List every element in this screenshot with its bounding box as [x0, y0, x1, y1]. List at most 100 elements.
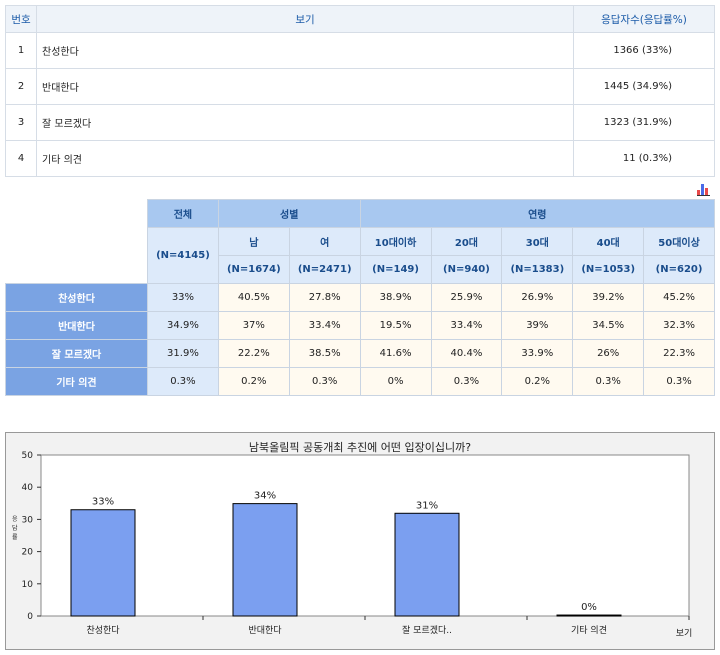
cell-value: 26.9% [501, 283, 574, 312]
x-tick-label: 잘 모르겠다.. [402, 624, 452, 636]
cell-value: 0% [359, 367, 432, 396]
header-age: 연령 [359, 199, 716, 228]
table-row: 2 반대한다 1445 (34.9%) [5, 68, 715, 105]
bar [394, 512, 460, 617]
header-gender: 성별 [217, 199, 361, 228]
row-option: 찬성한다 [36, 32, 574, 69]
cell-value: 22.2% [217, 339, 290, 368]
cell-value: 31.9% [147, 339, 219, 368]
cell-value: 0.3% [572, 367, 645, 396]
cell-value: 38.5% [288, 339, 361, 368]
cell-value: 33% [147, 283, 219, 312]
gender-label: 여 [288, 227, 361, 256]
bar [70, 509, 136, 617]
answer-table-header: 번호 보기 응답자수(응답률%) [5, 5, 715, 33]
y-tick-label: 40 [22, 483, 34, 493]
bar [232, 503, 298, 617]
age-label: 20대 [430, 227, 503, 256]
cell-value: 34.9% [147, 311, 219, 340]
x-tick-label: 기타 의견 [571, 624, 607, 636]
bar-chart-panel: 남북올림픽 공동개최 추진에 어떤 입장이십니까? 0 10 20 30 40 50 응 답 률… [5, 432, 715, 650]
header-option: 보기 [36, 5, 574, 33]
cell-value: 25.9% [430, 283, 503, 312]
header-no: 번호 [5, 5, 37, 33]
crosstab-row: 반대한다 34.9% 37% 33.4% 19.5% 33.4% 39% 34.… [5, 311, 715, 340]
cell-value: 33.4% [430, 311, 503, 340]
row-option: 기타 의견 [36, 140, 574, 177]
y-tick-label: 50 [22, 451, 34, 461]
age-label: 10대이하 [359, 227, 432, 256]
row-no: 4 [5, 140, 37, 177]
cell-value: 40.4% [430, 339, 503, 368]
row-no: 1 [5, 32, 37, 69]
cell-value: 27.8% [288, 283, 361, 312]
table-row: 3 잘 모르겠다 1323 (31.9%) [5, 104, 715, 141]
row-no: 2 [5, 68, 37, 105]
row-label: 기타 의견 [5, 367, 148, 396]
row-responses: 1323 (31.9%) [573, 104, 715, 141]
chart-title: 남북올림픽 공동개최 추진에 어떤 입장이십니까? [248, 441, 472, 454]
crosstab-row: 잘 모르겠다 31.9% 22.2% 38.5% 41.6% 40.4% 33.… [5, 339, 715, 368]
cell-value: 34.5% [572, 311, 645, 340]
row-responses: 1445 (34.9%) [573, 68, 715, 105]
gender-n: (N=2471) [288, 255, 361, 284]
y-tick-label: 30 [22, 515, 34, 525]
row-label: 찬성한다 [5, 283, 148, 312]
cell-value: 40.5% [217, 283, 290, 312]
bar-chart: 0 10 20 30 40 50 응답률 33% 찬성한다 34% 반대한다 31% 잘 모르겠다.. 0… [12, 451, 693, 639]
cell-value: 37% [217, 311, 290, 340]
y-axis-label-char: 응 [12, 516, 18, 523]
bar-value-label: 0% [581, 602, 597, 613]
crosstab-corner [5, 199, 148, 284]
table-row: 1 찬성한다 1366 (33%) [5, 32, 715, 69]
y-axis-label-char: 률 [12, 534, 18, 541]
age-label: 40대 [572, 227, 645, 256]
total-n: (N=4145) [147, 227, 219, 284]
cell-value: 38.9% [359, 283, 432, 312]
bar-chart-icon[interactable] [697, 184, 711, 196]
cell-value: 0.2% [501, 367, 574, 396]
cell-value: 45.2% [643, 283, 715, 312]
bar-value-label: 33% [92, 497, 114, 508]
header-total: 전체 [147, 199, 219, 228]
bar-value-label: 34% [254, 491, 276, 502]
crosstab-table: 전체 성별 연령 (N=4145) 남 여 10대이하 20대 30대 40대 … [5, 199, 716, 396]
cell-value: 22.3% [643, 339, 715, 368]
x-tick-label: 찬성한다 [86, 625, 120, 636]
gender-n: (N=1674) [217, 255, 290, 284]
cell-value: 19.5% [359, 311, 432, 340]
bar-value-label: 31% [416, 500, 438, 511]
row-label: 반대한다 [5, 311, 148, 340]
age-n: (N=940) [430, 255, 503, 284]
cell-value: 0.3% [147, 367, 219, 396]
age-n: (N=620) [643, 255, 715, 284]
cell-value: 0.3% [288, 367, 361, 396]
cell-value: 26% [572, 339, 645, 368]
y-tick-label: 20 [22, 548, 34, 558]
crosstab-row: 찬성한다 33% 40.5% 27.8% 38.9% 25.9% 26.9% 3… [5, 283, 715, 312]
table-row: 4 기타 의견 11 (0.3%) [5, 140, 715, 177]
cell-value: 33.9% [501, 339, 574, 368]
age-label: 50대이상 [643, 227, 715, 256]
gender-label: 남 [217, 227, 290, 256]
y-tick-label: 0 [27, 612, 33, 622]
cell-value: 39% [501, 311, 574, 340]
row-responses: 1366 (33%) [573, 32, 715, 69]
x-tick-label: 반대한다 [248, 625, 282, 636]
cell-value: 32.3% [643, 311, 715, 340]
cell-value: 0.3% [643, 367, 715, 396]
answer-table: 번호 보기 응답자수(응답률%) 1 찬성한다 1366 (33%) 2 반대한… [5, 5, 715, 177]
header-responses: 응답자수(응답률%) [573, 5, 715, 33]
cell-value: 41.6% [359, 339, 432, 368]
age-n: (N=149) [359, 255, 432, 284]
x-axis-label: 보기 [676, 628, 693, 639]
row-label: 잘 모르겠다 [5, 339, 148, 368]
row-option: 잘 모르겠다 [36, 104, 574, 141]
row-option: 반대한다 [36, 68, 574, 105]
age-n: (N=1053) [572, 255, 645, 284]
cell-value: 0.2% [217, 367, 290, 396]
row-responses: 11 (0.3%) [573, 140, 715, 177]
crosstab-row: 기타 의견 0.3% 0.2% 0.3% 0% 0.3% 0.2% 0.3% 0… [5, 367, 715, 396]
cell-value: 0.3% [430, 367, 503, 396]
age-n: (N=1383) [501, 255, 574, 284]
